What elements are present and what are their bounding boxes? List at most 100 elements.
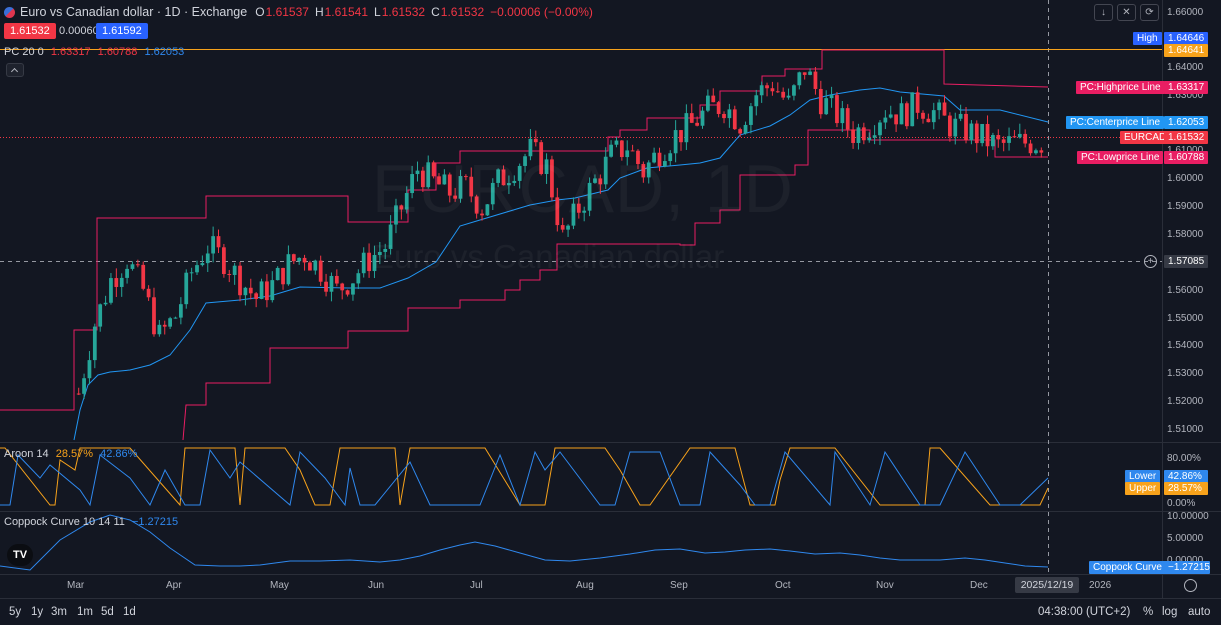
candle-body xyxy=(442,174,447,185)
candle-body xyxy=(991,135,995,147)
candle-body xyxy=(76,393,81,395)
candle-body xyxy=(942,102,947,116)
aroon-legend-upper: 28.57% xyxy=(55,448,94,460)
candle-body xyxy=(727,109,732,119)
candle-body xyxy=(722,113,726,119)
candle-body xyxy=(399,205,404,210)
range-5d-button[interactable]: 5d xyxy=(101,606,114,618)
candle-body xyxy=(447,174,452,196)
candle-body xyxy=(109,278,113,303)
aroon-legend[interactable]: Aroon 14 28.57% 42.86% xyxy=(4,448,141,460)
candle-body xyxy=(528,138,533,157)
coppock-legend-name[interactable]: Coppock Curve 10 14 11 xyxy=(4,516,125,528)
sell-price-button[interactable]: 1.61532 xyxy=(4,23,56,39)
price-tick: 1.64000 xyxy=(1167,62,1204,73)
candle-body xyxy=(759,85,764,96)
candle-body xyxy=(367,252,371,272)
high-tag-label: High xyxy=(1133,32,1162,45)
pc-highprice-line xyxy=(0,49,1049,411)
centerprice-line-tag-label: PC:Centerprice Line xyxy=(1066,116,1165,129)
lowprice-line-tag-value: 1.60788 xyxy=(1164,151,1208,164)
candle-body xyxy=(980,123,985,144)
candle-body xyxy=(345,290,350,295)
pc-legend-high: 1.63317 xyxy=(50,46,91,58)
open-label: O xyxy=(255,5,265,19)
maximize-pane-icon[interactable]: ✕ xyxy=(1117,4,1136,21)
candle-body xyxy=(496,169,501,183)
open-value: 1.61537 xyxy=(265,5,309,19)
coppock-tag-label: Coppock Curve xyxy=(1089,561,1166,574)
move-pane-down-icon[interactable]: ↓ xyxy=(1094,4,1113,21)
aroon-legend-lower: 42.86% xyxy=(100,448,138,460)
pc-legend-name[interactable]: PC 20 0 xyxy=(4,46,44,58)
range-1d-button[interactable]: 1d xyxy=(123,606,136,618)
candle-body xyxy=(173,317,178,319)
price-tick: 1.55000 xyxy=(1167,313,1204,324)
candle-body xyxy=(313,260,318,271)
aroon-legend-name[interactable]: Aroon 14 xyxy=(4,448,49,460)
candle-body xyxy=(550,159,554,198)
candle-body xyxy=(464,176,468,178)
aroon-pane[interactable] xyxy=(0,447,1049,507)
timezone-clock[interactable]: 04:38:00 (UTC+2) xyxy=(1038,606,1131,618)
candle-body xyxy=(684,113,689,143)
coppock-legend[interactable]: Coppock Curve 10 14 11 −1.27215 xyxy=(4,516,182,528)
price-tick: 1.56000 xyxy=(1167,285,1204,296)
candle-body xyxy=(141,264,146,289)
candle-body xyxy=(275,267,280,281)
range-1y-button[interactable]: 1y xyxy=(31,606,44,618)
time-axis-settings-gear-icon[interactable] xyxy=(1184,579,1197,592)
price-tick: 1.60000 xyxy=(1167,173,1204,184)
refresh-icon[interactable]: ⟳ xyxy=(1140,4,1159,21)
candle-body xyxy=(700,110,705,126)
coppock-tag-value: −1.27215 xyxy=(1164,561,1210,574)
time-label: Jun xyxy=(368,580,385,591)
range-5y-button[interactable]: 5y xyxy=(9,606,22,618)
highprice-line-tag-label: PC:Highprice Line xyxy=(1076,81,1165,94)
candle-body xyxy=(1023,133,1028,144)
high-tag-value: 1.64646 xyxy=(1164,32,1208,45)
aroon-upper-tag-value: 28.57% xyxy=(1164,482,1208,495)
candle-body xyxy=(818,88,823,115)
candle-body xyxy=(178,304,183,318)
high-value: 1.61541 xyxy=(324,5,369,19)
candlestick-series[interactable] xyxy=(76,67,1044,400)
range-1m-button[interactable]: 1m xyxy=(77,606,93,618)
candle-body xyxy=(340,283,345,291)
time-label: Apr xyxy=(166,580,182,591)
candle-body xyxy=(184,272,189,305)
price-tick: 1.58000 xyxy=(1167,229,1204,240)
candle-body xyxy=(619,140,624,158)
candle-body xyxy=(87,360,92,379)
candle-body xyxy=(383,248,388,252)
add-alert-plus-icon[interactable]: + xyxy=(1144,255,1157,268)
chart-canvas[interactable] xyxy=(0,0,1221,598)
candle-body xyxy=(706,95,710,111)
range-3m-button[interactable]: 3m xyxy=(51,606,67,618)
candle-body xyxy=(189,272,194,274)
candle-body xyxy=(775,91,780,93)
log-scale-toggle[interactable]: log xyxy=(1162,606,1178,618)
candle-body xyxy=(248,287,253,294)
percent-scale-toggle[interactable]: % xyxy=(1143,606,1154,618)
candle-body xyxy=(501,169,506,186)
candle-body xyxy=(356,273,361,284)
candle-body xyxy=(738,129,743,134)
candle-body xyxy=(598,178,603,185)
candle-body xyxy=(797,72,802,86)
candle-body xyxy=(679,130,683,143)
candle-body xyxy=(211,236,216,254)
candle-body xyxy=(372,255,377,272)
candle-body xyxy=(915,92,920,113)
collapse-legend-button[interactable] xyxy=(6,63,24,77)
auto-scale-toggle[interactable]: auto xyxy=(1188,606,1211,618)
candle-body xyxy=(232,265,237,275)
pc-indicator-legend[interactable]: PC 20 0 1.63317 1.60788 1.62053 xyxy=(4,46,188,58)
buy-price-button[interactable]: 1.61592 xyxy=(96,23,148,39)
symbol-title[interactable]: Euro vs Canadian dollar · 1D · Exchange xyxy=(20,5,248,19)
symbol-legend[interactable]: Euro vs Canadian dollar · 1D · Exchange … xyxy=(4,5,593,19)
tradingview-logo-icon[interactable]: TV xyxy=(7,544,33,566)
watermark-symbol: EURCAD, 1D xyxy=(372,150,794,228)
candle-body xyxy=(910,92,915,127)
candle-body xyxy=(560,225,565,230)
